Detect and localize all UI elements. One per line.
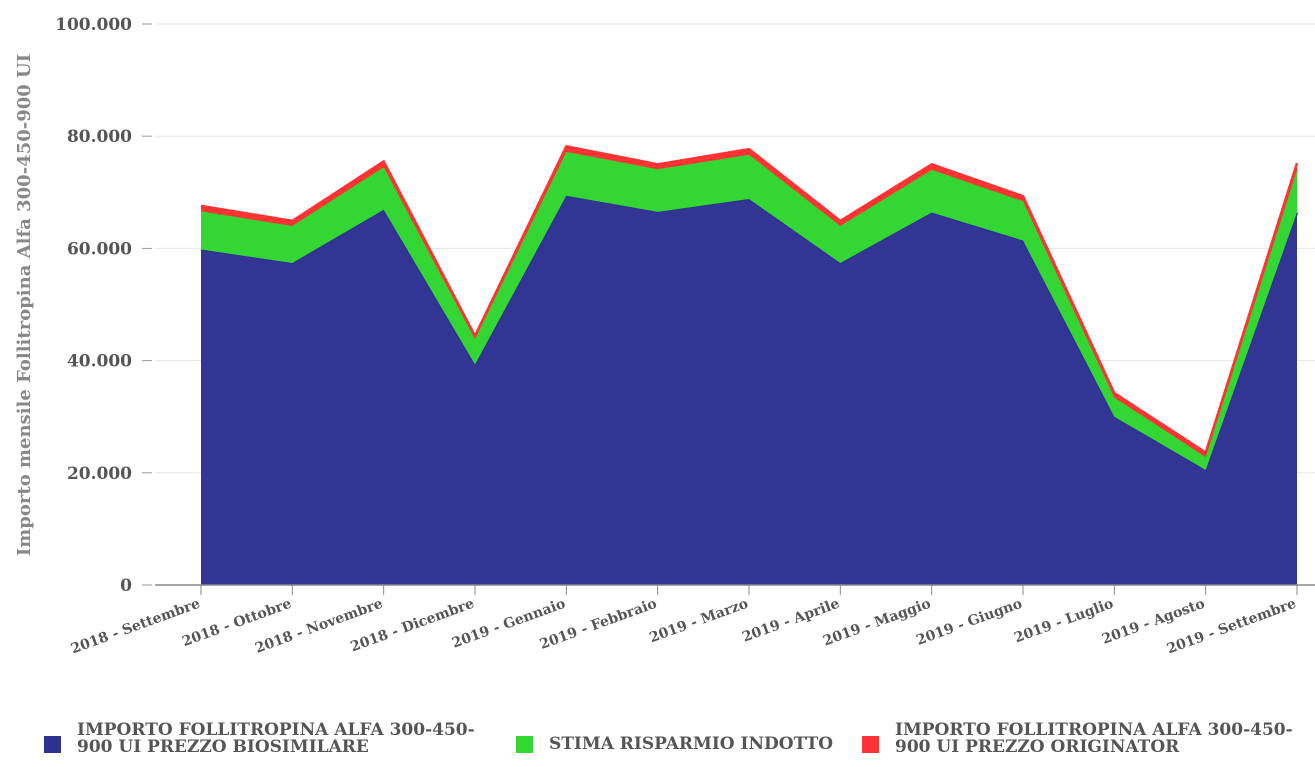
legend-item-biosimilare[interactable]: IMPORTO FOLLITROPINA ALFA 300-450- 900 U… (44, 722, 475, 756)
y-tick-label: 100.000 (55, 15, 132, 35)
legend-swatch-originator (862, 736, 879, 753)
legend-item-risparmio[interactable]: STIMA RISPARMIO INDOTTO (516, 722, 833, 753)
legend-label-originator: IMPORTO FOLLITROPINA ALFA 300-450- 900 U… (895, 722, 1293, 756)
legend-label-line: IMPORTO FOLLITROPINA ALFA 300-450- (77, 720, 475, 740)
legend-label-biosimilare: IMPORTO FOLLITROPINA ALFA 300-450- 900 U… (77, 722, 475, 756)
legend-label-line: IMPORTO FOLLITROPINA ALFA 300-450- (895, 720, 1293, 740)
x-tick-label: 2019 - Giugno (914, 596, 1024, 649)
area-chart: 0 20.000 40.000 60.000 80.000 100.000 2018 - S… (14, 15, 1315, 658)
y-tick-label: 20.000 (67, 464, 132, 484)
area-series-1 (201, 195, 1297, 585)
legend-swatch-biosimilare (44, 736, 61, 753)
x-tick-label: 2019 - Marzo (647, 596, 750, 647)
legend-label-risparmio: STIMA RISPARMIO INDOTTO (549, 736, 833, 753)
y-tick-label: 40.000 (67, 352, 132, 372)
legend-label-line: 900 UI PREZZO BIOSIMILARE (77, 737, 369, 757)
y-axis-title: Importo mensile Follitropina Alfa 300-45… (14, 54, 35, 556)
y-tick-label: 60.000 (67, 239, 132, 259)
legend-label-line: STIMA RISPARMIO INDOTTO (549, 734, 834, 754)
stacked-areas (200, 145, 1299, 585)
x-tick-label: 2018 - Settembre (69, 596, 203, 658)
legend-swatch-risparmio (516, 736, 533, 753)
legend: IMPORTO FOLLITROPINA ALFA 300-450- 900 U… (44, 722, 1315, 767)
legend-label-line: 900 UI PREZZO ORIGINATOR (895, 737, 1180, 757)
legend-item-originator[interactable]: IMPORTO FOLLITROPINA ALFA 300-450- 900 U… (862, 722, 1293, 756)
y-tick-label: 80.000 (67, 127, 132, 147)
y-tick-label: 0 (120, 576, 132, 596)
x-tick-label: 2019 - Luglio (1012, 596, 1115, 647)
area-series-2 (201, 151, 1297, 470)
